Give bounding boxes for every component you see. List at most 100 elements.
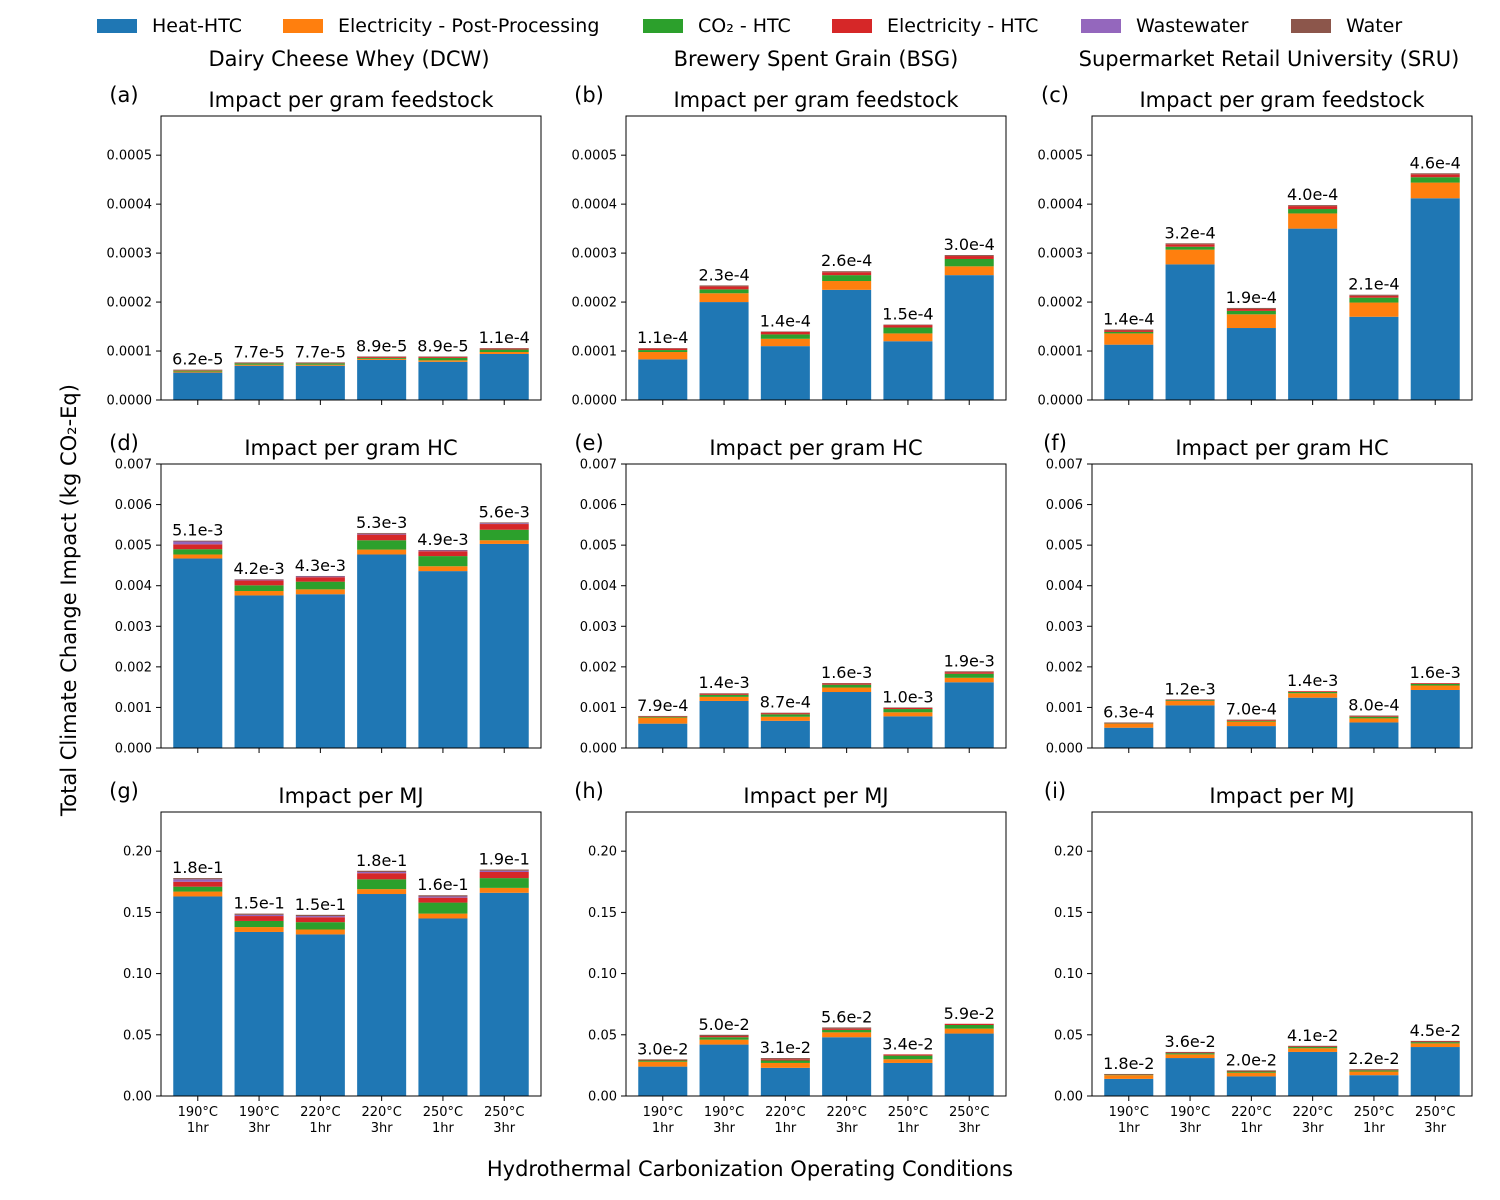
bar-segment-electricity-post-processing: [1288, 693, 1338, 698]
bar-segment-electricity-post-processing: [173, 891, 223, 897]
bar-total-label: 4.3e-3: [295, 556, 346, 575]
x-tick-label: 250°C 3hr: [949, 1105, 989, 1136]
bar-segment-electricity-htc: [1410, 174, 1460, 178]
bar-total-label: 1.9e-1: [479, 850, 530, 869]
y-tick-label: 0.0005: [572, 149, 618, 164]
bar-segment-water: [1349, 294, 1399, 296]
bar-segment-water: [883, 324, 933, 326]
y-tick-label: 0.006: [1046, 498, 1083, 513]
bar-segment-water: [1288, 1045, 1338, 1047]
y-tick-label: 0.004: [580, 579, 617, 594]
bar-segment-water: [1104, 329, 1154, 331]
plot-frame: [625, 463, 1007, 749]
bar-segment-co-htc: [173, 370, 223, 372]
bar-segment-heat-htc: [638, 1066, 688, 1096]
bar-segment-electricity-htc: [883, 707, 933, 710]
y-tick-label: 0.0000: [1038, 394, 1084, 409]
bar-segment-co-htc: [883, 1055, 933, 1060]
bar-segment-electricity-post-processing: [1226, 721, 1276, 727]
bar-segment-electricity-htc: [1410, 683, 1460, 684]
bar-segment-wastewater: [357, 533, 407, 535]
bar-segment-electricity-post-processing: [699, 1039, 749, 1045]
bar-segment-co-htc: [234, 363, 284, 365]
bar-segment-electricity-htc: [883, 1054, 933, 1056]
bar-segment-co-htc: [295, 363, 345, 365]
bar-segment-water: [1410, 1040, 1460, 1042]
bar-segment-water: [1226, 1070, 1276, 1071]
panel-letter-g: (g): [109, 779, 139, 803]
y-tick-label: 0.0003: [572, 247, 618, 262]
bar-segment-electricity-post-processing: [295, 589, 345, 595]
bar-segment-heat-htc: [1349, 1075, 1399, 1096]
legend-swatch-heat-htc: [97, 19, 137, 33]
legend-swatch-water: [1291, 19, 1331, 33]
bar-segment-water: [1226, 307, 1276, 309]
y-tick-label: 0.0003: [1038, 247, 1084, 262]
y-tick-label: 0.20: [588, 845, 617, 860]
legend: Heat-HTC Electricity - Post-Processing CO₂…: [97, 15, 1402, 37]
bar-segment-heat-htc: [1288, 697, 1338, 748]
bar-segment-water: [1349, 1069, 1399, 1070]
bar-total-label: 4.2e-3: [233, 559, 284, 578]
bar-segment-water: [760, 712, 810, 714]
bar-total-label: 7.9e-4: [637, 696, 688, 715]
bar-segment-electricity-htc: [883, 325, 933, 328]
bar-segment-wastewater: [234, 914, 284, 917]
bar-segment-electricity-htc: [638, 716, 688, 717]
y-tick-label: 0.10: [1054, 967, 1083, 982]
bar-segment-water: [295, 914, 345, 917]
bar-segment-water: [1104, 1073, 1154, 1075]
bar-segment-electricity-post-processing: [1226, 1072, 1276, 1077]
y-tick-label: 0.002: [580, 660, 617, 675]
y-tick-label: 0.004: [1046, 579, 1083, 594]
bar-segment-electricity-post-processing: [1410, 182, 1460, 199]
y-tick-label: 0.05: [588, 1028, 617, 1043]
chart-panel-f: (f) Impact per gram HC 0.000 0.001 0.002 0.00…: [1043, 431, 1473, 757]
bar-segment-wastewater: [295, 576, 345, 578]
bar-segment-electricity-htc: [295, 577, 345, 582]
y-tick-label: 0.003: [115, 620, 152, 635]
y-tick-label: 0.002: [115, 660, 152, 675]
bar-segment-co-htc: [1226, 1071, 1276, 1073]
bar-segment-co-htc: [822, 1029, 872, 1033]
bar-segment-water: [1226, 719, 1276, 721]
bar-segment-water: [357, 870, 407, 872]
bar-total-label: 1.1e-4: [637, 328, 688, 347]
x-tick-label: 220°C 3hr: [826, 1105, 866, 1136]
bar-segment-heat-htc: [295, 934, 345, 1096]
chart-panel-e: (e) Impact per gram HC 0.000 0.001 0.002 0.00…: [574, 431, 1007, 757]
y-tick-label: 0.007: [580, 458, 617, 473]
bar-segment-electricity-post-processing: [173, 371, 223, 373]
bar-segment-electricity-htc: [1226, 720, 1276, 721]
bar-segment-electricity-htc: [295, 362, 345, 364]
bar-segment-heat-htc: [357, 894, 407, 1096]
bar-segment-electricity-post-processing: [944, 677, 994, 683]
bar-segment-electricity-post-processing: [699, 293, 749, 303]
plot-frame: [1091, 115, 1473, 401]
plot-frame: [160, 115, 542, 401]
bar-segment-water: [295, 575, 345, 577]
x-tick-label: 250°C 3hr: [484, 1105, 524, 1136]
bar-total-label: 4.1e-2: [1287, 1026, 1338, 1045]
y-tick-label: 0.006: [580, 498, 617, 513]
bar-segment-electricity-htc: [699, 693, 749, 695]
bar-segment-heat-htc: [1226, 1076, 1276, 1096]
bar-segment-heat-htc: [234, 365, 284, 400]
bar-segment-electricity-post-processing: [479, 887, 529, 893]
y-axis-label: Total Climate Change Impact (kg CO₂-Eq): [57, 384, 81, 817]
bar-segment-water: [883, 707, 933, 708]
bar-segment-electricity-htc: [822, 683, 872, 685]
bar-total-label: 4.6e-4: [1410, 153, 1461, 172]
bar-segment-electricity-htc: [479, 348, 529, 350]
bar-segment-electricity-post-processing: [234, 364, 284, 366]
y-tick-label: 0.0005: [1038, 149, 1084, 164]
bar-segment-co-htc: [479, 349, 529, 353]
bar-segment-co-htc: [1104, 1074, 1154, 1076]
bar-total-label: 3.1e-2: [760, 1038, 811, 1057]
y-tick-label: 0.005: [580, 539, 617, 554]
bar-segment-heat-htc: [479, 353, 529, 400]
bar-total-label: 1.8e-2: [1103, 1054, 1154, 1073]
panel-title-c: Impact per gram feedstock: [1139, 88, 1425, 112]
bar-segment-heat-htc: [944, 682, 994, 748]
bar-total-label: 3.0e-2: [637, 1039, 688, 1058]
